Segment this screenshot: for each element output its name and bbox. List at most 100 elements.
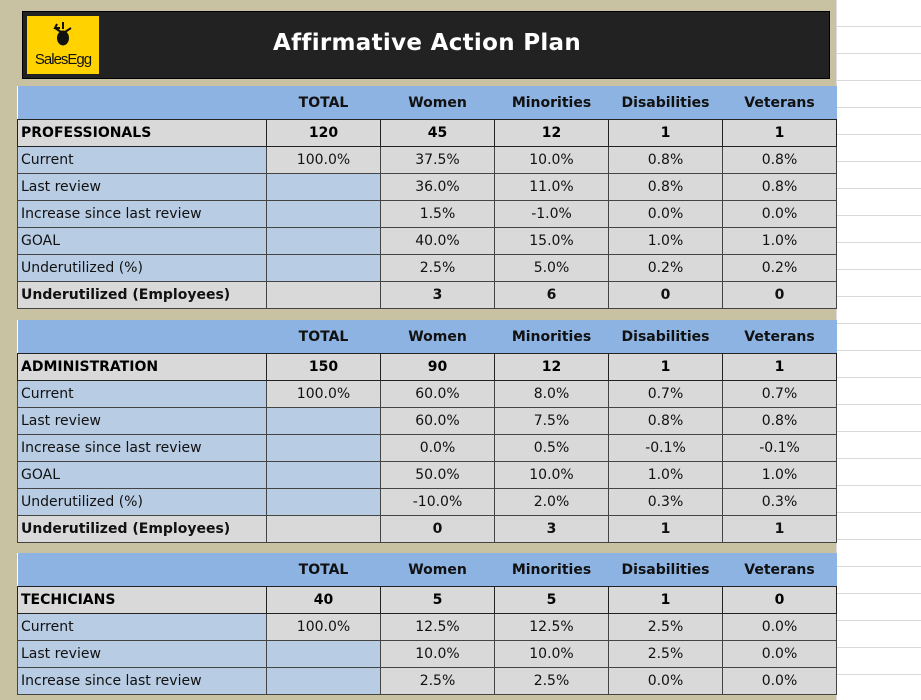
count-cell[interactable]: 45 <box>380 119 495 147</box>
value-cell[interactable]: 0 <box>722 281 837 309</box>
category-name-cell[interactable]: ADMINISTRATION <box>17 353 267 381</box>
value-cell[interactable]: 1 <box>722 515 837 543</box>
column-header-minorities[interactable]: Minorities <box>494 553 609 587</box>
row-label-cell[interactable]: Increase since last review <box>17 200 267 228</box>
value-cell[interactable]: 0.0% <box>722 200 837 228</box>
value-cell[interactable] <box>266 407 381 435</box>
value-cell[interactable]: 1 <box>608 515 723 543</box>
value-cell[interactable]: 0.0% <box>608 200 723 228</box>
value-cell[interactable]: 7.5% <box>494 407 609 435</box>
value-cell[interactable]: 12.5% <box>494 613 609 641</box>
header-blank-cell[interactable] <box>17 320 267 354</box>
value-cell[interactable]: 0.8% <box>722 146 837 174</box>
value-cell[interactable]: 10.0% <box>494 146 609 174</box>
count-cell[interactable]: 1 <box>608 353 723 381</box>
count-cell[interactable]: 5 <box>494 586 609 614</box>
value-cell[interactable]: 0.0% <box>608 667 723 695</box>
value-cell[interactable]: 10.0% <box>494 461 609 489</box>
value-cell[interactable]: 0.2% <box>722 254 837 282</box>
column-header-disabilities[interactable]: Disabilities <box>608 86 723 120</box>
value-cell[interactable] <box>266 640 381 668</box>
value-cell[interactable]: 0.8% <box>722 407 837 435</box>
column-header-women[interactable]: Women <box>380 320 495 354</box>
value-cell[interactable] <box>266 254 381 282</box>
row-label-cell[interactable]: Underutilized (Employees) <box>17 281 267 309</box>
value-cell[interactable]: 36.0% <box>380 173 495 201</box>
value-cell[interactable]: 15.0% <box>494 227 609 255</box>
value-cell[interactable]: 6 <box>494 281 609 309</box>
value-cell[interactable]: 0.8% <box>608 146 723 174</box>
value-cell[interactable]: 0.5% <box>494 434 609 462</box>
value-cell[interactable]: 60.0% <box>380 380 495 408</box>
header-blank-cell[interactable] <box>17 553 267 587</box>
row-label-cell[interactable]: Underutilized (%) <box>17 254 267 282</box>
column-header-minorities[interactable]: Minorities <box>494 320 609 354</box>
value-cell[interactable]: -1.0% <box>494 200 609 228</box>
value-cell[interactable]: 1.5% <box>380 200 495 228</box>
column-header-veterans[interactable]: Veterans <box>722 553 837 587</box>
value-cell[interactable]: 1.0% <box>608 227 723 255</box>
value-cell[interactable]: 11.0% <box>494 173 609 201</box>
value-cell[interactable] <box>266 434 381 462</box>
value-cell[interactable]: 10.0% <box>494 640 609 668</box>
value-cell[interactable]: 0.0% <box>380 434 495 462</box>
value-cell[interactable]: 0.0% <box>722 640 837 668</box>
count-cell[interactable]: 12 <box>494 353 609 381</box>
value-cell[interactable]: 100.0% <box>266 146 381 174</box>
value-cell[interactable]: 0.0% <box>722 667 837 695</box>
value-cell[interactable]: 3 <box>494 515 609 543</box>
value-cell[interactable] <box>266 461 381 489</box>
value-cell[interactable] <box>266 515 381 543</box>
column-header-veterans[interactable]: Veterans <box>722 86 837 120</box>
value-cell[interactable]: 2.5% <box>494 667 609 695</box>
value-cell[interactable] <box>266 281 381 309</box>
value-cell[interactable]: 2.5% <box>380 254 495 282</box>
value-cell[interactable]: 2.5% <box>380 667 495 695</box>
column-header-minorities[interactable]: Minorities <box>494 86 609 120</box>
column-header-total[interactable]: TOTAL <box>266 86 381 120</box>
category-name-cell[interactable]: PROFESSIONALS <box>17 119 267 147</box>
column-header-women[interactable]: Women <box>380 86 495 120</box>
column-header-disabilities[interactable]: Disabilities <box>608 320 723 354</box>
value-cell[interactable]: 50.0% <box>380 461 495 489</box>
row-label-cell[interactable]: Current <box>17 146 267 174</box>
value-cell[interactable]: -0.1% <box>608 434 723 462</box>
value-cell[interactable]: 2.5% <box>608 640 723 668</box>
value-cell[interactable] <box>266 667 381 695</box>
value-cell[interactable]: 0.7% <box>608 380 723 408</box>
category-name-cell[interactable]: TECHICIANS <box>17 586 267 614</box>
value-cell[interactable]: 0.7% <box>722 380 837 408</box>
row-label-cell[interactable]: Increase since last review <box>17 667 267 695</box>
value-cell[interactable]: 1.0% <box>722 227 837 255</box>
value-cell[interactable]: 1.0% <box>722 461 837 489</box>
value-cell[interactable]: 0.2% <box>608 254 723 282</box>
value-cell[interactable]: 8.0% <box>494 380 609 408</box>
value-cell[interactable]: 10.0% <box>380 640 495 668</box>
value-cell[interactable]: 0.3% <box>608 488 723 516</box>
value-cell[interactable]: 100.0% <box>266 613 381 641</box>
count-cell[interactable]: 1 <box>722 353 837 381</box>
row-label-cell[interactable]: Current <box>17 380 267 408</box>
value-cell[interactable]: 0.8% <box>608 407 723 435</box>
count-cell[interactable]: 0 <box>722 586 837 614</box>
value-cell[interactable]: 0.8% <box>608 173 723 201</box>
value-cell[interactable]: 5.0% <box>494 254 609 282</box>
value-cell[interactable]: 60.0% <box>380 407 495 435</box>
row-label-cell[interactable]: GOAL <box>17 461 267 489</box>
count-cell[interactable]: 40 <box>266 586 381 614</box>
row-label-cell[interactable]: Underutilized (%) <box>17 488 267 516</box>
row-label-cell[interactable]: Current <box>17 613 267 641</box>
count-cell[interactable]: 1 <box>722 119 837 147</box>
value-cell[interactable]: 0.3% <box>722 488 837 516</box>
value-cell[interactable] <box>266 227 381 255</box>
row-label-cell[interactable]: Last review <box>17 640 267 668</box>
row-label-cell[interactable]: Last review <box>17 407 267 435</box>
value-cell[interactable]: -0.1% <box>722 434 837 462</box>
column-header-total[interactable]: TOTAL <box>266 553 381 587</box>
count-cell[interactable]: 12 <box>494 119 609 147</box>
column-header-total[interactable]: TOTAL <box>266 320 381 354</box>
count-cell[interactable]: 120 <box>266 119 381 147</box>
value-cell[interactable] <box>266 200 381 228</box>
value-cell[interactable]: 0 <box>608 281 723 309</box>
value-cell[interactable]: -10.0% <box>380 488 495 516</box>
